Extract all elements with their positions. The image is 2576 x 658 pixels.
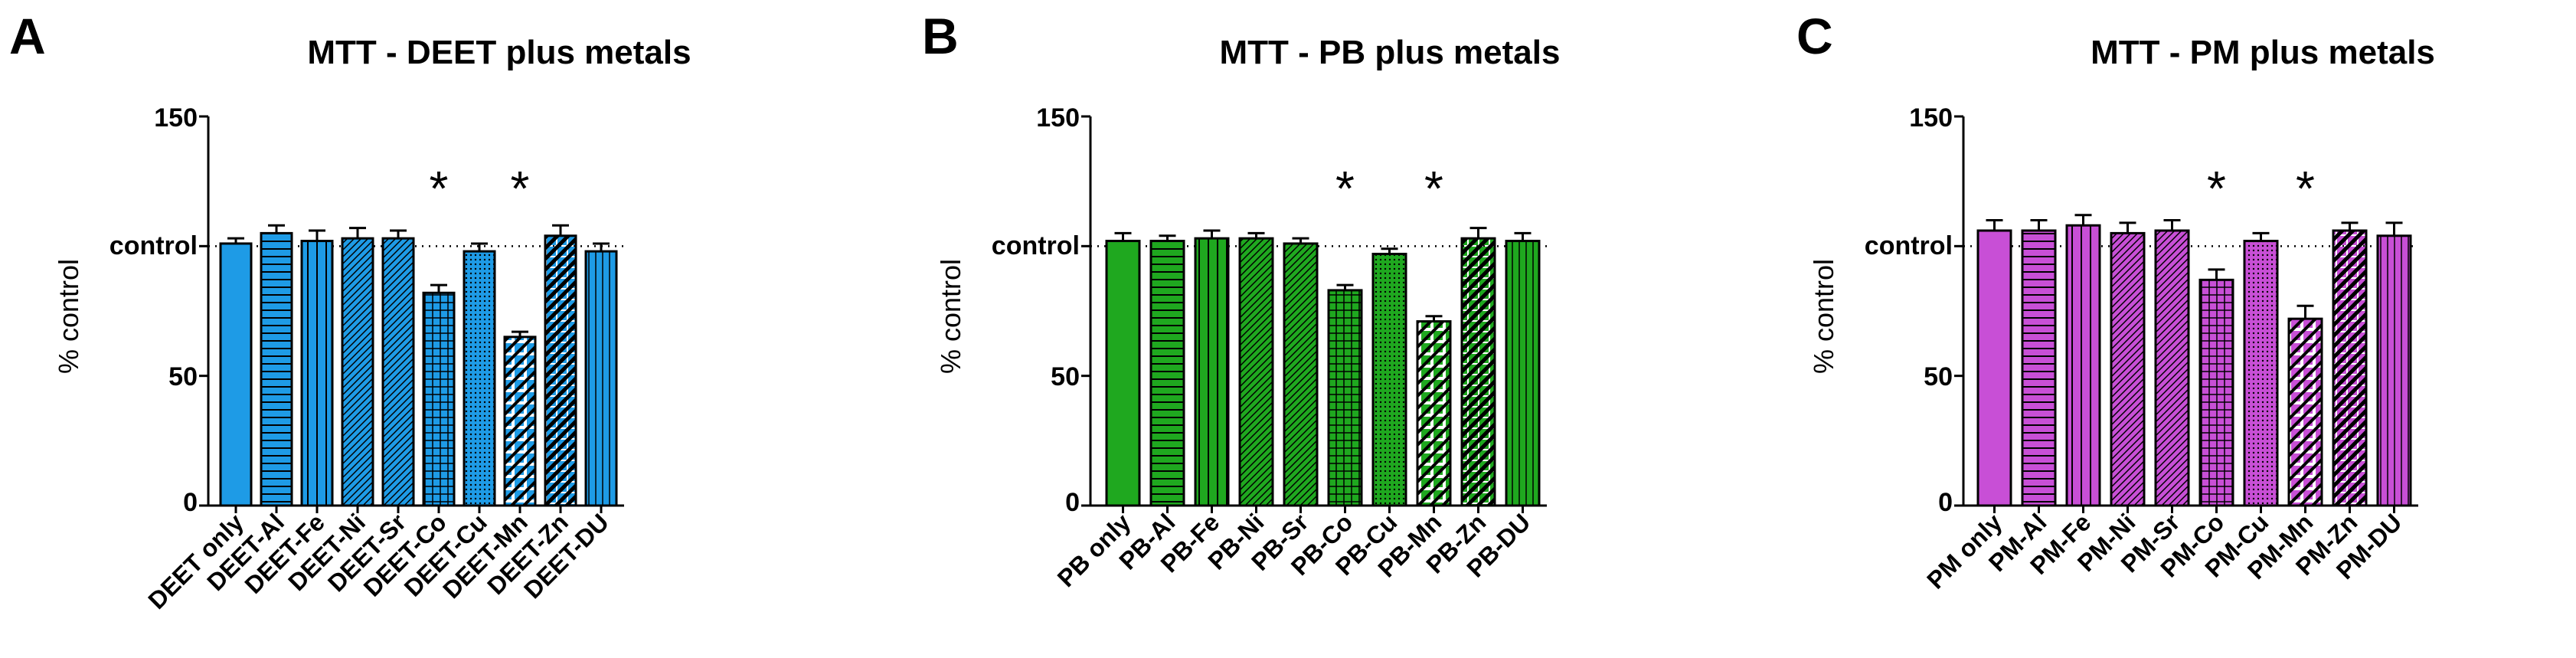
significance-asterisk: * [511,161,530,216]
y-axis-label: % control [1808,259,1839,374]
bar-pm-mn [2287,317,2323,507]
y-tick-label-control: control [110,231,198,260]
bar-deet-ni [341,237,374,507]
significance-asterisk: * [1335,161,1355,216]
bar-pm-sr [2154,229,2190,507]
bar-pm-fe [2065,224,2101,507]
bar-pb-fe [1194,237,1230,507]
bar-pm-zn [2332,229,2368,507]
bar-pm-al [2021,229,2057,507]
significance-asterisk: * [430,161,449,216]
significance-asterisk: * [2207,161,2226,216]
bar-deet-al [260,231,293,507]
plot-area: PB onlyPB-AlPB-FePB-NiPB-SrPB-Co*PB-CuPB… [1052,115,1547,592]
panel-b: B MTT - PB plus metals % control 0 50 co… [922,8,1560,592]
plot-area: DEET onlyDEET-AlDEET-FeDEET-NiDEET-SrDEE… [142,115,624,614]
y-tick-label-150: 150 [1036,103,1080,133]
plot-area: PM onlyPM-AlPM-FePM-NiPM-SrPM-Co*PM-CuPM… [1921,115,2418,594]
bar-pm-co [2198,278,2234,507]
bar-pb-mn [1416,320,1452,507]
bar-pb-sr [1283,242,1319,507]
panel-letter: A [9,8,46,64]
bar-deet-du [584,250,618,507]
bar-pb-du [1505,240,1541,507]
bar-deet-zn [544,234,577,507]
y-tick-label-50: 50 [168,362,198,391]
y-tick-label-0: 0 [1065,488,1080,517]
bar-deet-co [422,291,456,507]
chart-title: MTT - PM plus metals [2091,34,2435,71]
panel-letter: B [922,8,959,64]
y-tick-label-0: 0 [183,488,198,517]
bar-pm-ni [2110,231,2146,507]
y-tick-label-0: 0 [1938,488,1953,517]
bar-pm-cu [2243,240,2279,507]
y-tick-label-150: 150 [1909,103,1953,133]
significance-asterisk: * [1424,161,1443,216]
bar-pm-only [1976,229,2012,507]
y-axis-label: % control [53,259,84,374]
panel-a: A MTT - DEET plus metals % control 0 50 … [9,8,691,614]
bar-deet-fe [300,240,334,507]
bar-pb-al [1149,240,1185,507]
chart-title: MTT - PB plus metals [1220,34,1561,71]
bar-pb-zn [1460,237,1496,507]
bar-pb-cu [1371,252,1407,507]
bar-pb-only [1105,240,1141,507]
bar-pb-co [1327,289,1363,507]
bar-deet-mn [503,336,537,507]
y-tick-label-control: control [1865,231,1953,260]
bar-deet-sr [381,237,415,507]
y-tick-label-150: 150 [154,103,198,133]
bar-pb-ni [1238,237,1274,507]
bar-deet-only [219,242,253,507]
y-tick-label-50: 50 [1051,362,1080,391]
panel-c: C MTT - PM plus metals % control 0 50 co… [1796,8,2435,594]
y-tick-label-50: 50 [1924,362,1953,391]
y-tick-label-control: control [992,231,1080,260]
panel-letter: C [1796,8,1833,64]
chart-title: MTT - DEET plus metals [307,34,691,71]
significance-asterisk: * [2296,161,2315,216]
y-axis-label: % control [935,259,966,374]
bar-deet-cu [463,250,496,507]
bar-pm-du [2376,234,2412,507]
